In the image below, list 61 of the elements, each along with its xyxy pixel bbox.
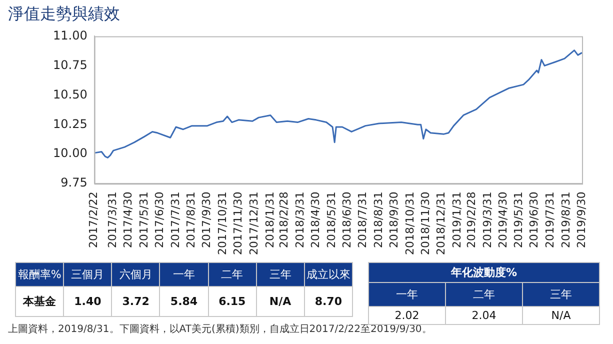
x-tick-label: 2017/11/30 bbox=[231, 192, 244, 256]
x-tick-label: 2019/8/31 bbox=[559, 192, 572, 248]
text: 6.15 bbox=[208, 286, 256, 316]
x-tick-label: 2018/9/30 bbox=[388, 192, 400, 248]
text: 一年 bbox=[368, 282, 446, 306]
text: 年化波動度% bbox=[368, 262, 600, 282]
text: 成立以來 bbox=[304, 262, 352, 286]
x-tick-label: 2018/8/31 bbox=[372, 192, 386, 248]
text: 二年 bbox=[208, 262, 256, 286]
text: N/A bbox=[522, 306, 600, 324]
x-tick-label: 2018/5/31 bbox=[324, 192, 338, 248]
x-tick-label: 2018/2/28 bbox=[278, 192, 291, 248]
chart-title: 淨值走勢與績效 bbox=[8, 4, 120, 25]
text: 報酬率% bbox=[16, 262, 64, 286]
x-tick-label: 2017/10/31 bbox=[216, 192, 230, 256]
x-tick-label: 2018/12/31 bbox=[434, 192, 448, 256]
x-tick-label: 2018/10/31 bbox=[403, 192, 416, 256]
x-tick-label: 2018/1/31 bbox=[263, 192, 276, 248]
x-tick-label: 2017/4/30 bbox=[122, 192, 135, 248]
x-tick-label: 2017/12/31 bbox=[247, 192, 260, 256]
y-tick-label: 10.00 bbox=[52, 146, 88, 160]
x-tick-label: 2017/3/31 bbox=[106, 192, 120, 248]
x-tick-label: 2018/7/31 bbox=[356, 192, 370, 248]
text: N/A bbox=[256, 286, 304, 316]
text: 2.04 bbox=[446, 306, 522, 324]
x-tick-label: 2017/9/30 bbox=[200, 192, 214, 248]
y-tick-label: 10.25 bbox=[52, 116, 88, 131]
x-tick-label: 2019/5/31 bbox=[512, 192, 526, 248]
x-tick-label: 2019/2/28 bbox=[465, 192, 478, 248]
x-tick-label: 2018/6/30 bbox=[340, 192, 354, 248]
y-tick-label: 9.75 bbox=[60, 176, 88, 190]
x-tick-label: 2019/9/30 bbox=[574, 192, 588, 248]
x-tick-label: 2017/8/31 bbox=[184, 192, 198, 248]
x-tick-label: 2019/1/31 bbox=[450, 192, 464, 248]
text: 三年 bbox=[256, 262, 304, 286]
y-tick-label: 10.50 bbox=[52, 87, 88, 102]
text: 二年 bbox=[446, 282, 522, 306]
text: 1.40 bbox=[64, 286, 112, 316]
text: 三個月 bbox=[64, 262, 112, 286]
text: 8.70 bbox=[304, 286, 352, 316]
text: 三年 bbox=[522, 282, 600, 306]
x-tick-label: 2018/11/30 bbox=[418, 192, 432, 256]
x-tick-label: 2017/2/22 bbox=[87, 192, 100, 248]
text: 六個月 bbox=[112, 262, 160, 286]
x-tick-label: 2019/7/31 bbox=[544, 192, 557, 248]
x-tick-label: 2017/6/30 bbox=[152, 192, 166, 248]
y-tick-label: 10.75 bbox=[52, 58, 88, 72]
text: 一年 bbox=[160, 262, 208, 286]
x-tick-label: 2019/4/30 bbox=[496, 192, 510, 248]
x-tick-label: 2018/3/31 bbox=[294, 192, 307, 248]
x-tick-label: 2019/3/31 bbox=[480, 192, 494, 248]
text: 3.72 bbox=[112, 286, 160, 316]
x-tick-label: 2019/6/30 bbox=[528, 192, 541, 248]
text: 5.84 bbox=[160, 286, 208, 316]
text: 上圖資料，2019/8/31。下圖資料，以AT美元(累積)類別，自成立日2017/2/22至2019/9/30。 bbox=[8, 322, 432, 336]
x-tick-label: 2018/4/30 bbox=[308, 192, 322, 248]
x-tick-label: 2017/7/31 bbox=[168, 192, 182, 248]
text: 本基金 bbox=[16, 286, 64, 316]
text: 2.02 bbox=[368, 306, 446, 324]
x-tick-label: 2017/5/31 bbox=[138, 192, 151, 248]
y-tick-label: 11.00 bbox=[52, 28, 88, 42]
